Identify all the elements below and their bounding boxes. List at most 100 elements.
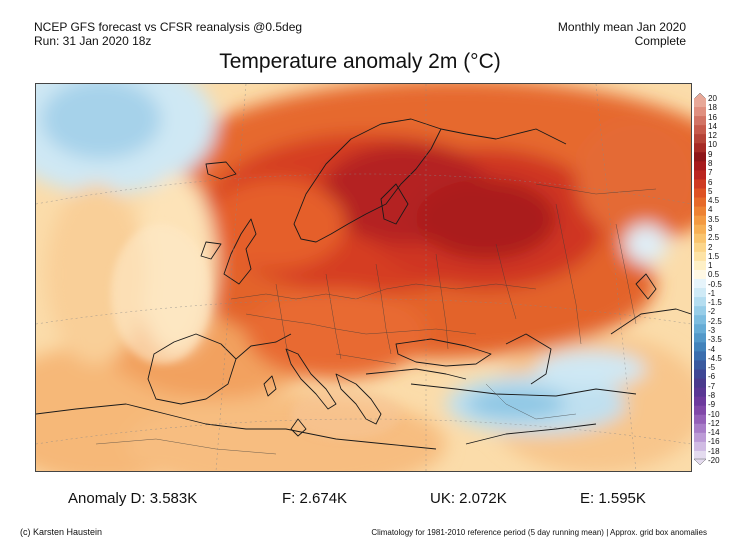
colorbar-swatch	[694, 333, 706, 343]
colorbar-tick-label: 7	[708, 168, 713, 178]
credit: (c) Karsten Haustein	[20, 527, 103, 537]
colorbar-tick-label: 6	[708, 177, 713, 187]
colorbar-tick-label: 20	[708, 94, 717, 103]
colorbar-tick-label: 16	[708, 112, 717, 122]
colorbar-swatch	[694, 233, 706, 244]
colorbar-swatch	[694, 251, 706, 262]
colorbar-swatch	[694, 152, 706, 162]
colorbar-tick-label: -16	[708, 437, 720, 447]
colorbar-tick-label: 18	[708, 103, 717, 113]
borders	[95, 183, 657, 455]
colorbar-tick-label: -2	[708, 307, 716, 317]
coastlines	[36, 118, 691, 450]
colorbar-tick-label: 3.5	[708, 214, 720, 224]
colorbar-tick-label: 1	[708, 261, 713, 271]
colorbar-swatch	[694, 224, 706, 235]
colorbar-swatch	[694, 405, 706, 416]
colorbar-tick-label: -18	[708, 446, 720, 456]
colorbar-swatch	[694, 98, 706, 108]
map-canvas	[36, 84, 691, 471]
colorbar-swatch	[694, 242, 706, 253]
colorbar-swatch	[694, 279, 706, 289]
colorbar-swatch	[694, 288, 706, 298]
colorbar-swatch	[694, 450, 706, 461]
status-info: Complete	[634, 34, 686, 48]
colorbar-swatch	[694, 143, 706, 153]
colorbar-tick-label: -0.5	[708, 279, 722, 289]
colorbar-swatch	[694, 351, 706, 361]
colorbar-swatch	[694, 107, 706, 117]
colorbar-swatch	[694, 297, 706, 307]
colorbar-tick-label: -3	[708, 326, 716, 336]
colorbar-tick-label: -6	[708, 372, 716, 382]
colorbar-tick-label: 2.5	[708, 233, 720, 243]
colorbar-labels: 20 18 16 14 12 10 9 8 7 6 5 4.5 4 3.5 3 2.5 2 1.5 1 0.5 -0.5…	[708, 93, 740, 465]
stat-uk: UK: 2.072K	[430, 490, 507, 507]
colorbar-tick-label: 8	[708, 158, 713, 168]
anomaly-map	[35, 83, 692, 472]
stat-anomaly-germany: Anomaly D: 3.583K	[68, 490, 198, 507]
colorbar-swatch	[694, 260, 706, 271]
colorbar-tick-label: -1.5	[708, 298, 722, 308]
stat-france: F: 2.674K	[282, 490, 348, 507]
colorbar-tick-label: 9	[708, 149, 713, 159]
colorbar-tick-label: 4.5	[708, 196, 720, 206]
colorbar-swatch	[694, 396, 706, 407]
colorbar-swatch	[694, 215, 706, 226]
colorbar-tick-label: -3.5	[708, 335, 722, 345]
colorbar-tick-label: -9	[708, 400, 716, 410]
colorbar-tick-label: -7	[708, 381, 716, 391]
header-left: NCEP GFS forecast vs CFSR reanalysis @0.…	[34, 20, 302, 48]
climatology-note: Climatology for 1981-2010 reference peri…	[371, 528, 707, 537]
stat-england: E: 1.595K	[580, 490, 646, 507]
colorbar-tick-label: -12	[708, 418, 720, 428]
run-info: Run: 31 Jan 2020 18z	[34, 34, 152, 48]
colorbar-swatch	[694, 134, 706, 144]
colorbar-swatch	[694, 206, 706, 217]
colorbar-tick-label: -1	[708, 288, 716, 298]
colorbar-tick-label: 2	[708, 242, 713, 252]
colorbar-tick-label: -2.5	[708, 316, 722, 326]
colorbar-tick-label: -14	[708, 428, 720, 438]
colorbar-swatch	[694, 161, 706, 171]
colorbar-swatch	[694, 179, 706, 189]
colorbar-tick-label: 14	[708, 121, 717, 131]
land-sea-contrast	[111, 224, 401, 439]
colorbar-swatch	[694, 324, 706, 334]
colorbar-swatch	[694, 197, 706, 207]
colorbar-tick-label: 4	[708, 205, 713, 215]
colorbar-tick-label: -4.5	[708, 353, 722, 363]
colorbar-swatch	[694, 116, 706, 126]
colorbar-swatch	[694, 369, 706, 379]
colorbar-tick-label: 0.5	[708, 270, 720, 280]
colorbar-swatch	[694, 387, 706, 398]
colorbar-tick-label: -8	[708, 391, 716, 401]
colorbar-tick-label: 10	[708, 140, 717, 150]
colorbar-swatch	[694, 432, 706, 443]
colorbar	[694, 93, 706, 465]
colorbar-swatch	[694, 269, 706, 280]
colorbar-tick-label: -4	[708, 344, 716, 354]
colorbar-swatch	[694, 170, 706, 180]
colorbar-tick-label: -10	[708, 409, 720, 419]
colorbar-tick-label: 12	[708, 131, 717, 141]
colorbar-tick-label: 1.5	[708, 251, 720, 261]
colorbar-swatch	[694, 378, 706, 388]
colorbar-tick-label: 5	[708, 186, 713, 196]
colorbar-tick-label: -5	[708, 363, 716, 373]
colorbar-swatch	[694, 306, 706, 316]
colorbar-swatch	[694, 342, 706, 352]
period-info: Monthly mean Jan 2020	[557, 20, 686, 34]
colorbar-swatch	[694, 414, 706, 425]
colorbar-swatch	[694, 188, 706, 198]
colorbar-swatch	[694, 441, 706, 452]
colorbar-swatch	[694, 315, 706, 325]
colorbar-tick-label: -20	[708, 456, 720, 465]
map-title: Temperature anomaly 2m (°C)	[219, 50, 501, 73]
colorbar-tick-label: 3	[708, 223, 713, 233]
graticule	[36, 84, 691, 471]
colorbar-swatch	[694, 125, 706, 135]
colorbar-swatch	[694, 360, 706, 370]
header-right: Monthly mean Jan 2020 Complete	[558, 20, 686, 48]
model-info: NCEP GFS forecast vs CFSR reanalysis @0.…	[34, 20, 303, 34]
